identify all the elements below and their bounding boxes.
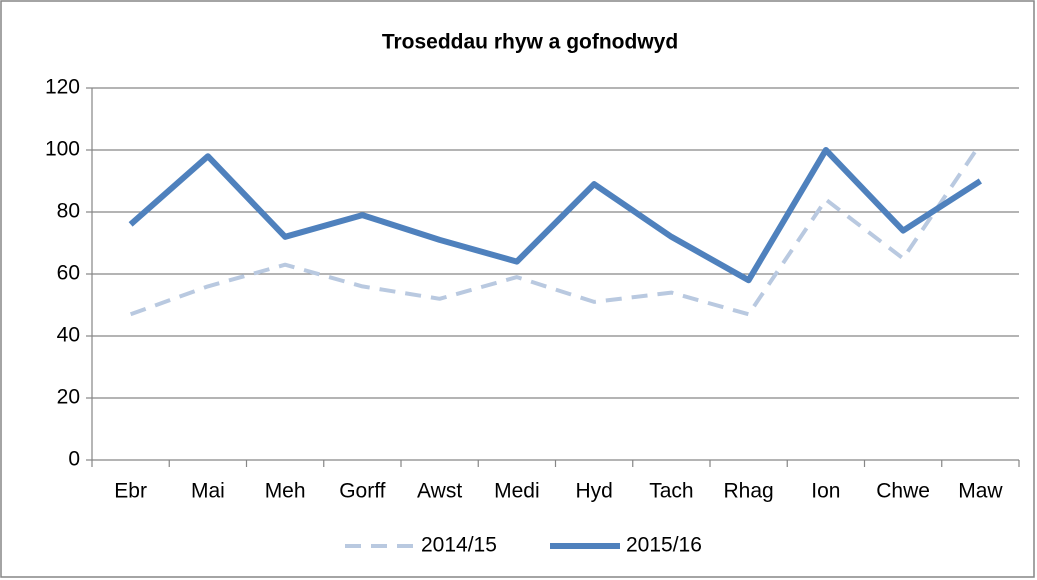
x-tick-label: Maw — [958, 480, 1003, 503]
y-tick-label: 40 — [57, 324, 80, 347]
x-tick-label: Rhag — [724, 480, 774, 503]
line-series — [129, 142, 983, 317]
chart-title: Troseddau rhyw a gofnodwyd — [382, 31, 678, 54]
y-tick-label: 20 — [57, 386, 80, 409]
y-tick-label: 80 — [57, 200, 80, 223]
x-tick-label: Meh — [265, 480, 306, 503]
y-tick-label: 60 — [57, 262, 80, 285]
y-tick-label: 120 — [45, 76, 80, 99]
x-tick-label: Ion — [811, 480, 840, 503]
x-tick-label: Hyd — [575, 480, 612, 503]
legend-label: 2015/16 — [626, 534, 702, 557]
x-tick-label: Tach — [649, 480, 693, 503]
legend-label: 2014/15 — [421, 534, 497, 557]
x-tick-label: Ebr — [114, 480, 147, 503]
x-tick-label: Chwe — [876, 480, 930, 503]
x-tick-label: Awst — [417, 480, 462, 503]
x-tick-label: Mai — [191, 480, 225, 503]
x-tick-label: Gorff — [339, 480, 385, 503]
line-series — [128, 147, 982, 284]
y-tick-label: 0 — [68, 448, 80, 471]
x-tick-label: Medi — [494, 480, 540, 503]
y-tick-label: 100 — [45, 138, 80, 161]
